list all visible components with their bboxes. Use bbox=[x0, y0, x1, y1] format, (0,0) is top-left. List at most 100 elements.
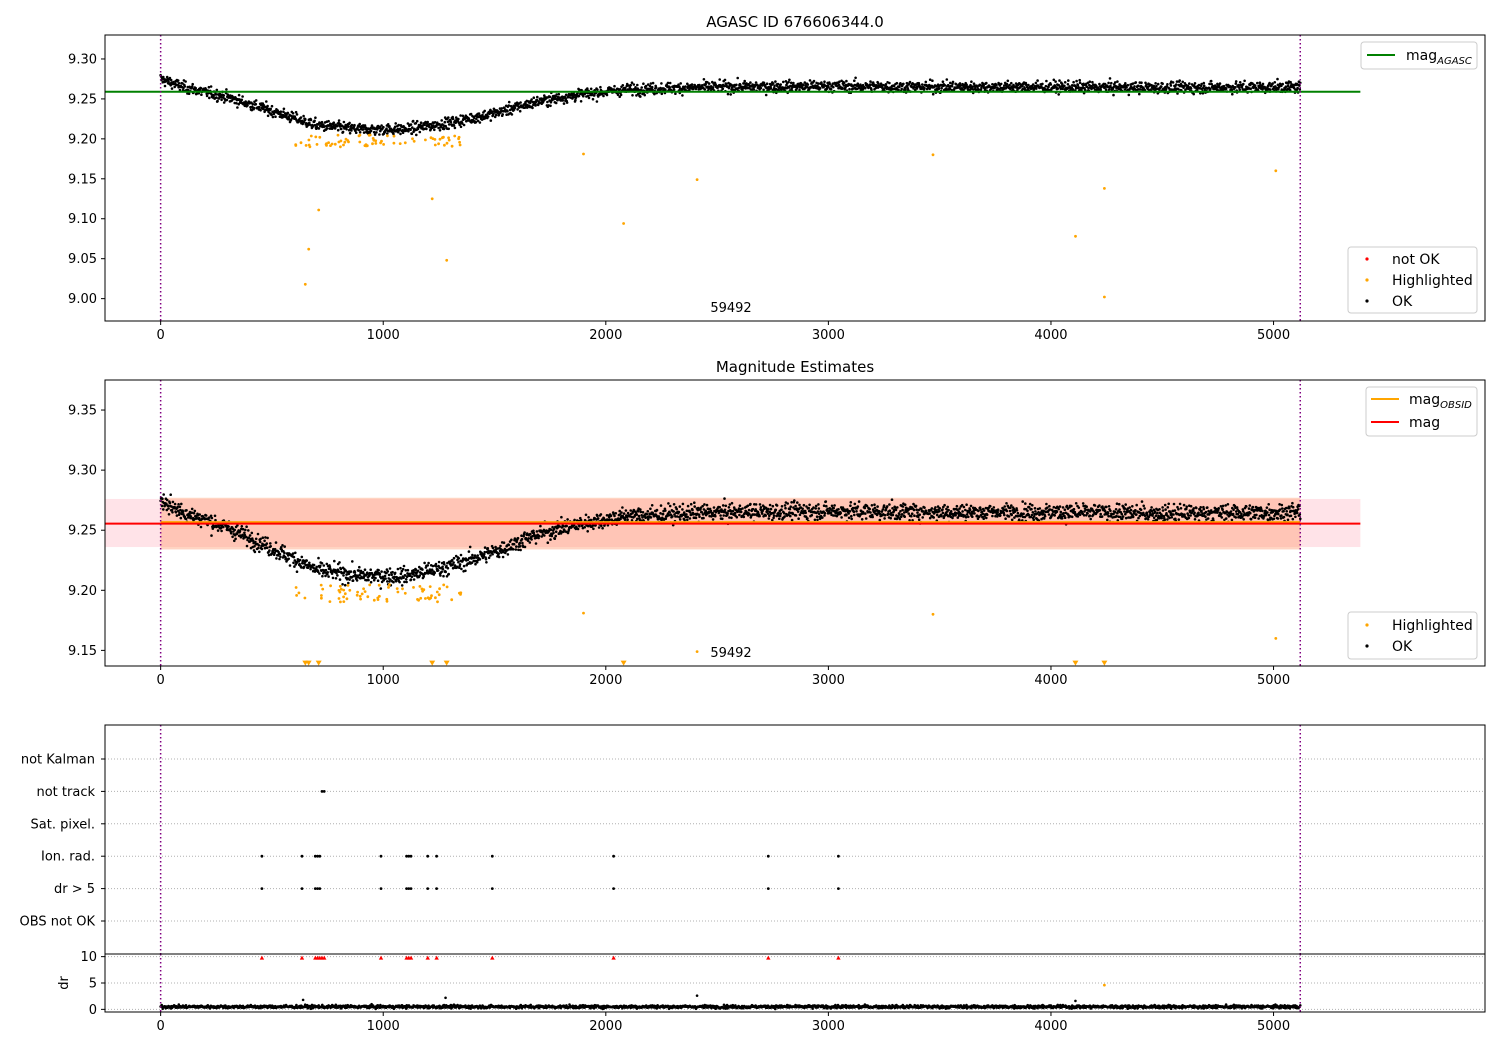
ok-data-point bbox=[582, 94, 585, 98]
ok-data-point bbox=[794, 504, 797, 508]
ok-data-point bbox=[1109, 509, 1112, 513]
ok-data-point bbox=[1088, 514, 1092, 517]
ok-data-point bbox=[962, 505, 966, 509]
ok-data-point bbox=[564, 97, 568, 101]
ok-data-point bbox=[1164, 87, 1168, 91]
ok-data-point bbox=[388, 125, 391, 128]
ok-data-point bbox=[1138, 514, 1142, 518]
ok-data-point bbox=[996, 510, 999, 514]
ok-data-point bbox=[418, 574, 422, 577]
ok-data-point bbox=[244, 528, 247, 532]
ok-data-point bbox=[170, 87, 174, 90]
ok-data-point bbox=[692, 513, 695, 516]
ok-data-point bbox=[259, 109, 262, 112]
ok-data-point bbox=[345, 573, 348, 576]
ok-data-point bbox=[853, 79, 856, 82]
ok-data-point bbox=[490, 110, 494, 113]
ok-data-point bbox=[426, 120, 430, 124]
x-tick-label: 5000 bbox=[1257, 328, 1290, 343]
ok-data-point bbox=[167, 80, 170, 83]
ok-data-point bbox=[358, 565, 361, 569]
ok-data-point bbox=[686, 518, 689, 522]
ok-data-point bbox=[192, 511, 196, 515]
ok-data-point bbox=[938, 507, 942, 510]
ok-data-point bbox=[707, 82, 711, 85]
ok-data-point bbox=[266, 104, 269, 108]
ok-data-point bbox=[1060, 517, 1064, 520]
ok-data-point bbox=[222, 101, 226, 104]
ok-data-point bbox=[702, 516, 705, 520]
highlighted-data-point bbox=[299, 141, 303, 145]
ok-data-point bbox=[1072, 507, 1076, 511]
ok-data-point bbox=[263, 539, 266, 543]
ok-data-point bbox=[440, 570, 444, 574]
ok-data-point bbox=[1281, 82, 1284, 86]
ok-data-point bbox=[775, 504, 779, 507]
highlighted-data-point bbox=[380, 139, 383, 143]
ok-data-point bbox=[772, 516, 775, 520]
ok-data-point bbox=[179, 516, 183, 520]
ok-data-point bbox=[501, 555, 505, 559]
ok-data-point bbox=[433, 128, 436, 132]
ok-data-point bbox=[888, 503, 891, 506]
ok-data-point bbox=[950, 84, 954, 88]
ok-data-point bbox=[471, 553, 474, 557]
ok-data-point bbox=[1269, 88, 1272, 91]
ok-data-point bbox=[546, 541, 550, 544]
ok-data-point bbox=[534, 104, 537, 107]
ok-data-point bbox=[856, 505, 860, 508]
ok-data-point bbox=[890, 498, 894, 502]
ok-data-point bbox=[269, 107, 273, 111]
ok-data-point bbox=[802, 83, 805, 86]
ok-data-point bbox=[816, 510, 820, 513]
ok-data-point bbox=[262, 103, 266, 107]
ok-data-point bbox=[258, 550, 261, 554]
ok-data-point bbox=[178, 88, 182, 92]
ok-data-point bbox=[1106, 518, 1109, 522]
ok-data-point bbox=[507, 100, 511, 104]
ok-data-point bbox=[1047, 513, 1051, 516]
ok-data-point bbox=[945, 78, 949, 81]
ok-data-point bbox=[860, 518, 864, 521]
ok-data-point bbox=[1231, 92, 1234, 96]
ok-data-point bbox=[771, 82, 775, 85]
ok-data-point bbox=[631, 94, 634, 97]
ok-data-point bbox=[1077, 506, 1081, 510]
ok-data-point bbox=[726, 92, 730, 96]
ok-data-point bbox=[421, 568, 424, 571]
ok-data-point bbox=[938, 510, 941, 513]
ok-data-point bbox=[1273, 81, 1277, 84]
ok-data-point bbox=[1115, 502, 1119, 506]
ok-data-point bbox=[644, 86, 647, 90]
ok-data-point bbox=[783, 504, 787, 507]
ok-data-point bbox=[492, 112, 495, 115]
ok-data-point bbox=[626, 518, 629, 521]
ok-data-point bbox=[622, 512, 626, 515]
ok-data-point bbox=[754, 81, 758, 84]
ok-data-point bbox=[1048, 508, 1052, 511]
ok-data-point bbox=[626, 511, 630, 515]
ok-data-point bbox=[621, 506, 624, 509]
ok-data-point bbox=[941, 508, 944, 511]
legend-mag-agasc-subscript: AGASC bbox=[1436, 56, 1472, 67]
ok-data-point bbox=[484, 557, 488, 561]
ok-data-point bbox=[574, 98, 577, 102]
ok-data-point bbox=[931, 92, 935, 96]
ok-data-point bbox=[200, 93, 203, 96]
ok-data-point bbox=[645, 513, 649, 516]
ok-data-point bbox=[902, 82, 905, 86]
ok-data-point bbox=[828, 82, 832, 86]
ok-data-point bbox=[1140, 500, 1144, 503]
highlighted-data-point bbox=[325, 144, 328, 147]
highlighted-data-point bbox=[339, 145, 342, 149]
ok-data-point bbox=[291, 112, 295, 115]
ok-data-point bbox=[258, 105, 261, 109]
ok-data-point bbox=[677, 83, 680, 86]
ok-data-point bbox=[618, 95, 621, 98]
ok-data-point bbox=[587, 516, 590, 519]
ok-data-point bbox=[177, 503, 180, 506]
ok-data-point bbox=[1268, 81, 1271, 85]
ok-data-point bbox=[171, 511, 174, 514]
ok-data-point bbox=[749, 81, 752, 84]
ok-data-point bbox=[398, 127, 402, 131]
